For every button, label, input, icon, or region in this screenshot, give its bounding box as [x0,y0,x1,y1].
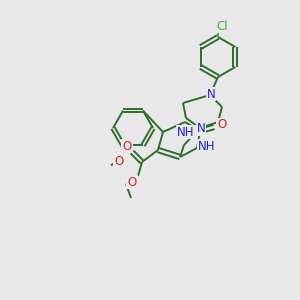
Text: O: O [128,176,136,188]
Text: NH: NH [198,140,216,152]
Text: Cl: Cl [216,20,228,32]
Text: N: N [196,122,206,136]
Text: NH: NH [177,125,195,139]
Text: N: N [207,88,215,100]
Text: O: O [114,155,124,168]
Text: O: O [218,118,226,131]
Text: O: O [122,140,132,152]
